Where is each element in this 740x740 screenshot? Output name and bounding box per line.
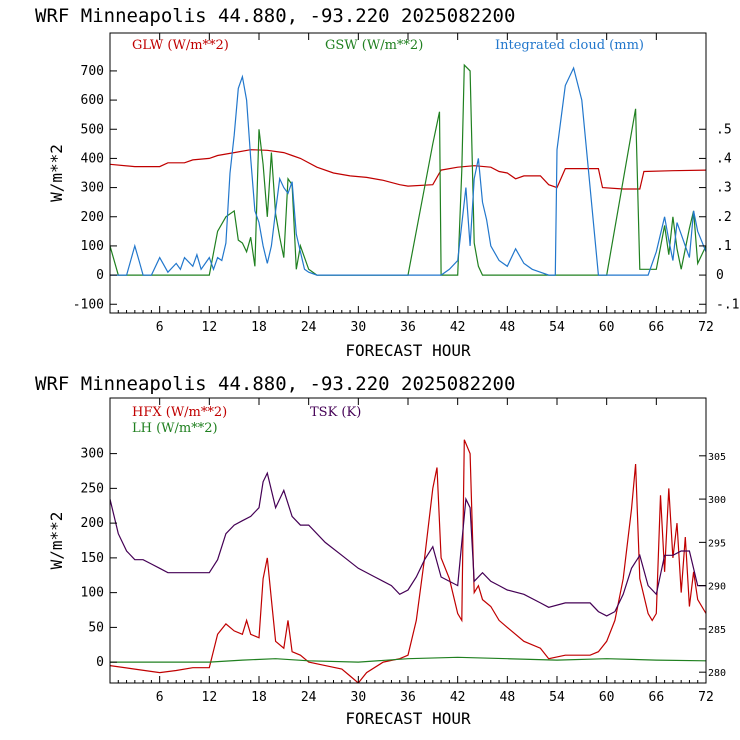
series-line-gsw bbox=[110, 63, 706, 276]
x-tick-label: 42 bbox=[450, 320, 466, 335]
x-axis-label: FORECAST HOUR bbox=[345, 709, 471, 728]
y2-tick-label: 300 bbox=[708, 495, 726, 506]
y2-tick-label: .2 bbox=[716, 210, 732, 225]
y-tick-label: 50 bbox=[88, 620, 104, 635]
x-tick-label: 60 bbox=[599, 320, 615, 335]
legend-entry: GLW (W/m**2) bbox=[132, 38, 229, 53]
x-tick-label: 24 bbox=[301, 690, 317, 705]
x-tick-label: 18 bbox=[251, 320, 267, 335]
y-tick-label: 0 bbox=[96, 268, 104, 283]
y2-tick-label: 295 bbox=[708, 538, 726, 549]
x-tick-label: 24 bbox=[301, 320, 317, 335]
y-tick-label: 200 bbox=[81, 516, 104, 531]
x-tick-label: 72 bbox=[698, 320, 714, 335]
x-tick-label: 66 bbox=[649, 690, 665, 705]
plot-frame bbox=[109, 397, 707, 684]
y-axis-label: W/m**2 bbox=[47, 512, 66, 570]
y-tick-label: 100 bbox=[81, 239, 104, 254]
y-tick-label: 300 bbox=[81, 447, 104, 462]
y2-tick-label: -.1 bbox=[716, 297, 739, 312]
x-tick-label: 18 bbox=[251, 690, 267, 705]
x-tick-label: 66 bbox=[649, 320, 665, 335]
y2-tick-label: 0 bbox=[716, 268, 724, 283]
y-tick-label: 150 bbox=[81, 551, 104, 566]
x-tick-label: 36 bbox=[400, 690, 416, 705]
y-tick-label: 250 bbox=[81, 481, 104, 496]
x-tick-label: 60 bbox=[599, 690, 615, 705]
y-tick-label: 0 bbox=[96, 655, 104, 670]
legend-entry: Integrated cloud (mm) bbox=[495, 38, 644, 53]
series-line-glw bbox=[110, 149, 706, 190]
y2-tick-label: .4 bbox=[716, 151, 732, 166]
legend-entry: GSW (W/m**2) bbox=[325, 38, 423, 53]
x-tick-label: 6 bbox=[156, 690, 164, 705]
y2-tick-label: .5 bbox=[716, 122, 732, 137]
y2-tick-label: 290 bbox=[708, 582, 726, 593]
x-tick-label: 30 bbox=[351, 320, 367, 335]
y2-tick-label: 305 bbox=[708, 452, 726, 463]
y-tick-label: -100 bbox=[73, 297, 104, 312]
x-tick-label: 36 bbox=[400, 320, 416, 335]
legend-entry: LH (W/m**2) bbox=[132, 421, 218, 436]
chart-title: WRF Minneapolis 44.880, -93.220 20250822… bbox=[35, 5, 515, 27]
x-tick-label: 54 bbox=[549, 320, 565, 335]
y-tick-label: 600 bbox=[81, 93, 104, 108]
y-axis-label: W/m**2 bbox=[47, 144, 66, 202]
y-tick-label: 500 bbox=[81, 122, 104, 137]
chart-panel-1: WRF Minneapolis 44.880, -93.220 20250822… bbox=[35, 5, 739, 360]
x-tick-label: 12 bbox=[202, 320, 218, 335]
x-tick-label: 30 bbox=[351, 690, 367, 705]
x-tick-label: 54 bbox=[549, 690, 565, 705]
y-tick-label: 700 bbox=[81, 64, 104, 79]
series-line-hfx bbox=[110, 439, 706, 683]
y-tick-label: 200 bbox=[81, 210, 104, 225]
x-tick-label: 6 bbox=[156, 320, 164, 335]
series-line-lh bbox=[110, 656, 706, 663]
y-tick-label: 100 bbox=[81, 586, 104, 601]
plot-frame bbox=[109, 32, 707, 314]
y2-tick-label: .1 bbox=[716, 239, 732, 254]
x-axis-label: FORECAST HOUR bbox=[345, 341, 471, 360]
x-tick-label: 72 bbox=[698, 690, 714, 705]
chart-panel-2: WRF Minneapolis 44.880, -93.220 20250822… bbox=[35, 373, 726, 728]
y2-tick-label: .3 bbox=[716, 181, 732, 196]
y2-tick-label: 285 bbox=[708, 625, 726, 636]
y-tick-label: 400 bbox=[81, 151, 104, 166]
y2-tick-label: 280 bbox=[708, 668, 726, 679]
series-line-tsk bbox=[110, 471, 706, 617]
y-tick-label: 300 bbox=[81, 181, 104, 196]
x-tick-label: 12 bbox=[202, 690, 218, 705]
legend-entry: HFX (W/m**2) bbox=[132, 405, 227, 420]
series-line-integrated bbox=[110, 66, 706, 276]
x-tick-label: 42 bbox=[450, 690, 466, 705]
chart-title: WRF Minneapolis 44.880, -93.220 20250822… bbox=[35, 373, 515, 395]
legend-entry: TSK (K) bbox=[310, 405, 361, 420]
x-tick-label: 48 bbox=[500, 690, 516, 705]
x-tick-label: 48 bbox=[500, 320, 516, 335]
